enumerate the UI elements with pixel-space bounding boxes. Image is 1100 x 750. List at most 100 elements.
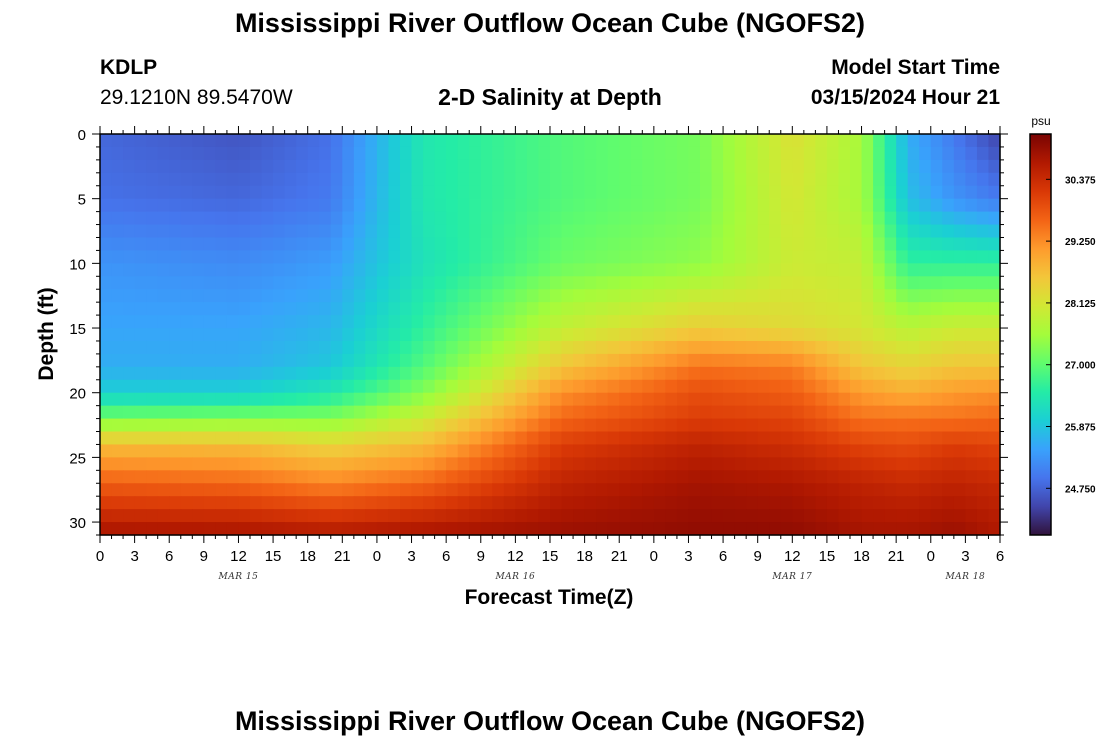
heatmap-cell [215,237,228,252]
heatmap-cell [434,211,447,226]
heatmap-cell [919,366,932,381]
heatmap-cell [861,211,874,226]
heatmap-cell [884,263,897,277]
heatmap-cell [434,172,447,187]
heatmap-cell [861,444,874,458]
heatmap-cell [676,431,690,446]
heatmap-cell [873,405,886,420]
heatmap-cell [538,263,551,277]
heatmap-cell [919,146,932,161]
heatmap-cell [676,250,690,264]
heatmap-cell [457,366,470,381]
x-tick-label: 3 [961,548,969,565]
heatmap-cell [676,237,690,252]
heatmap-cell [342,340,355,355]
heatmap-cell [792,509,805,523]
heatmap-cell [850,211,863,226]
heatmap-cell [676,172,690,187]
heatmap-cell [492,211,505,226]
heatmap-cell [423,198,436,213]
heatmap-cell [538,509,551,523]
heatmap-cell [561,496,574,510]
heatmap-cell [561,431,574,446]
heatmap-cell [965,392,978,407]
heatmap-cell [596,483,609,497]
heatmap-cell [780,146,793,161]
heatmap-cell [423,224,436,239]
heatmap-cell [100,353,113,368]
heatmap-cell [388,509,401,523]
heatmap-cell [561,237,574,252]
heatmap-cell [838,418,851,433]
heatmap-cell [469,302,482,316]
heatmap-cell [515,302,528,316]
heatmap-cell [226,470,240,484]
heatmap-cell [746,496,759,510]
heatmap-cell [515,405,528,420]
heatmap-cell [307,444,320,458]
heatmap-cell [907,470,920,484]
heatmap-cell [734,146,747,161]
heatmap-cell [376,237,390,252]
heatmap-cell [757,340,770,355]
heatmap-cell [376,470,390,484]
heatmap-cell [619,431,632,446]
heatmap-cell [100,444,113,458]
heatmap-cell [965,302,978,316]
heatmap-cell [665,509,678,523]
heatmap-cell [930,276,943,290]
heatmap-cell [503,405,516,420]
heatmap-cell [123,302,136,316]
heatmap-cell [850,185,863,200]
heatmap-cell [550,315,563,329]
heatmap-cell [850,496,863,510]
heatmap-cell [457,172,470,187]
heatmap-cell [988,457,1001,471]
heatmap-cell [711,431,724,446]
heatmap-cell [423,379,436,394]
heatmap-cell [642,496,655,510]
heatmap-cell [111,198,124,213]
heatmap-cell [215,379,228,394]
heatmap-cell [480,328,493,342]
heatmap-cell [607,211,620,226]
heatmap-cell [296,483,309,497]
heatmap-cell [919,444,932,458]
heatmap-cell [376,522,390,536]
heatmap-cell [884,185,897,200]
heatmap-cell [803,522,816,536]
heatmap-cell [457,146,470,161]
heatmap-cell [700,198,713,213]
heatmap-cell [711,211,724,226]
heatmap-cell [411,289,424,303]
heatmap-cell [861,340,874,355]
heatmap-cell [561,340,574,355]
y-tick-label: 25 [69,450,86,467]
heatmap-cell [226,405,240,420]
heatmap-cell [526,483,540,497]
heatmap-cell [826,392,840,407]
heatmap-cell [746,340,759,355]
heatmap-cell [665,328,678,342]
heatmap-cell [596,224,609,239]
colorbar-tick-label: 25.875 [1065,423,1096,434]
heatmap-cell [861,315,874,329]
heatmap-cell [469,483,482,497]
heatmap-cell [457,340,470,355]
heatmap-cell [896,276,909,290]
heatmap-cell [803,353,816,368]
heatmap-cell [596,457,609,471]
heatmap-cell [769,146,782,161]
heatmap-cell [850,431,863,446]
heatmap-cell [480,392,493,407]
heatmap-cell [123,405,136,420]
heatmap-cell [457,328,470,342]
heatmap-cell [480,198,493,213]
heatmap-cell [780,302,793,316]
heatmap-cell [330,250,343,264]
heatmap-cell [965,134,978,148]
heatmap-cell [688,418,701,433]
heatmap-cell [573,457,586,471]
heatmap-cell [884,198,897,213]
heatmap-cell [976,340,990,355]
